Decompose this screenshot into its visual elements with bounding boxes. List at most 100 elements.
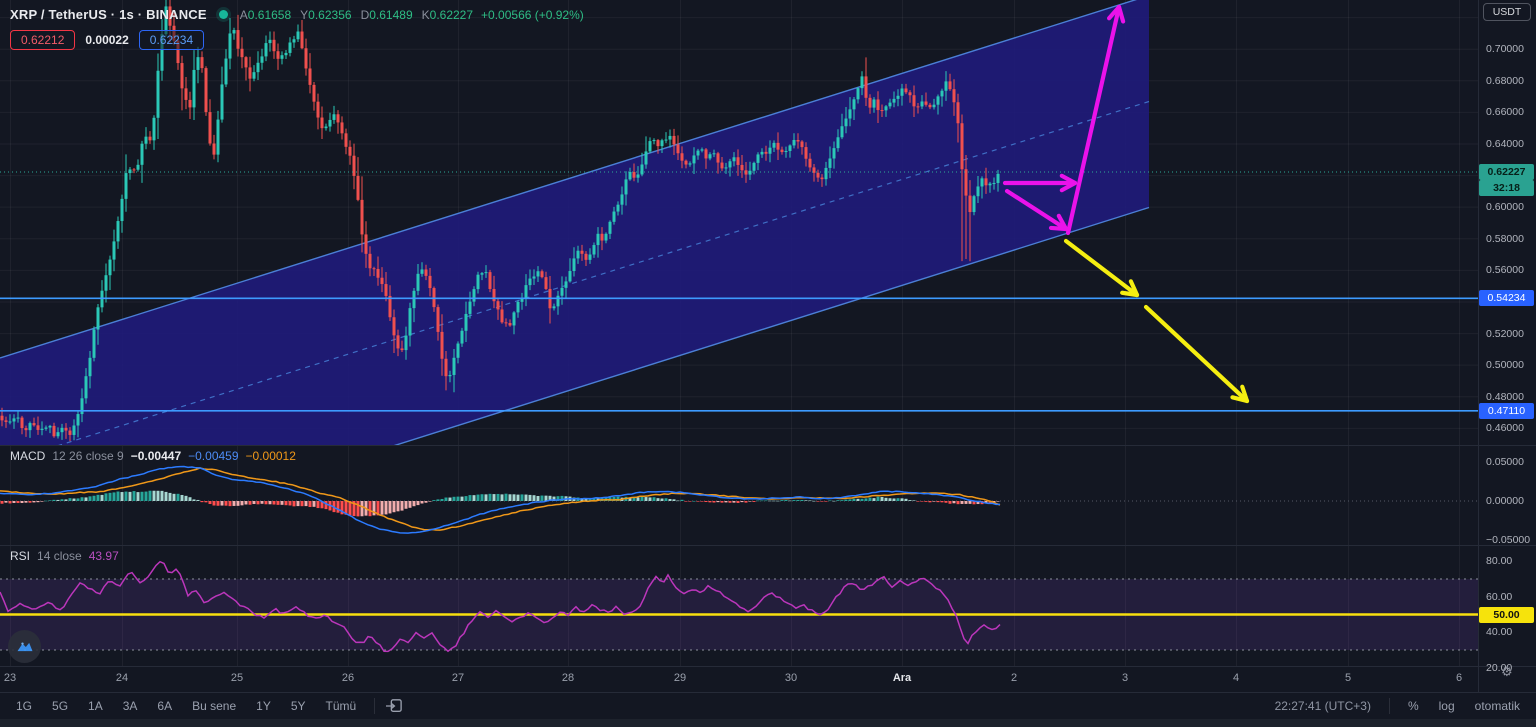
- range-button-3a[interactable]: 3A: [122, 699, 138, 713]
- currency-toggle-button[interactable]: USDT: [1483, 3, 1531, 21]
- ohlc-item: K0.62227: [422, 8, 473, 22]
- percent-scale-button[interactable]: %: [1407, 699, 1419, 713]
- time-tick-25[interactable]: 25: [230, 672, 244, 684]
- price-tick: 0.52000: [1486, 327, 1524, 340]
- rsi-pane[interactable]: [0, 545, 1478, 666]
- auto-scale-button[interactable]: otomatik: [1474, 699, 1520, 713]
- arrow-drawing[interactable]: [1065, 4, 1126, 236]
- macd-histogram: [0, 490, 1000, 517]
- level-price-badge[interactable]: 0.47110: [1479, 402, 1534, 419]
- macd-tick: 0.00000: [1486, 495, 1524, 507]
- range-button-5g[interactable]: 5G: [52, 699, 69, 713]
- macd-params: 12 26 close 9: [52, 449, 124, 463]
- range-button-1g[interactable]: 1G: [16, 699, 33, 713]
- bar-countdown-badge[interactable]: 32:18: [1479, 180, 1534, 196]
- macd-signal-value: −0.00012: [245, 449, 296, 463]
- toolbar-right: 22:27:41 (UTC+3) % log otomatik: [1267, 697, 1528, 715]
- clock[interactable]: 22:27:41 (UTC+3): [1274, 699, 1371, 713]
- price-tick: 0.58000: [1486, 232, 1524, 245]
- time-tick-5[interactable]: 5: [1344, 672, 1352, 684]
- arrow-drawing[interactable]: [1002, 173, 1078, 193]
- last-price-badge[interactable]: 0.62227: [1479, 164, 1534, 180]
- range-button-6a[interactable]: 6A: [157, 699, 173, 713]
- toolbar-divider: [374, 698, 376, 714]
- go-to-date-icon[interactable]: [385, 698, 403, 714]
- price-axis-border: [1478, 0, 1479, 719]
- axis-settings-gear-icon[interactable]: ⚙: [1501, 664, 1513, 679]
- range-buttons: 1G 5G 1A 3A 6A Bu sene 1Y 5Y Tümü: [8, 697, 403, 715]
- pane-separator[interactable]: [0, 445, 1536, 446]
- time-tick-2[interactable]: 2: [1010, 672, 1018, 684]
- rsi-tick: 80.00: [1486, 555, 1513, 568]
- range-button-tümü[interactable]: Tümü: [325, 699, 357, 713]
- rsi-name: RSI: [10, 549, 31, 563]
- price-tick: 0.64000: [1486, 137, 1524, 150]
- price-tick: 0.68000: [1486, 74, 1524, 87]
- time-tick-23[interactable]: 23: [3, 672, 17, 684]
- price-tick: 0.50000: [1486, 359, 1524, 372]
- parallel-channel-drawing[interactable]: [0, 0, 1150, 445]
- bottom-strip: [0, 719, 1536, 727]
- rsi-line: [0, 560, 1001, 653]
- macd-line: [0, 465, 1000, 534]
- toolbar-separator: [0, 692, 1536, 693]
- range-button-1a[interactable]: 1A: [88, 699, 103, 713]
- price-tick: 0.46000: [1486, 422, 1524, 435]
- arrow-drawing[interactable]: [1063, 238, 1140, 298]
- macd-header[interactable]: MACD 12 26 close 9 −0.00447 −0.00459 −0.…: [10, 449, 296, 463]
- macd-line-value: −0.00459: [188, 449, 239, 463]
- price-tick: 0.70000: [1486, 43, 1524, 56]
- range-button-5y[interactable]: 5Y: [290, 699, 306, 713]
- bottom-toolbar: 1G 5G 1A 3A 6A Bu sene 1Y 5Y Tümü 22:27:41 (UTC+…: [0, 693, 1536, 719]
- ohlc-value: 0.62227: [429, 7, 474, 22]
- pane-separator[interactable]: [0, 545, 1536, 546]
- range-button-bu-sene[interactable]: Bu sene: [192, 699, 237, 713]
- rsi-mid-badge[interactable]: 50.00: [1479, 606, 1534, 623]
- price-tick: 0.56000: [1486, 264, 1524, 277]
- macd-tick: 0.05000: [1486, 456, 1524, 468]
- ohlc-value: 0.62356: [308, 7, 352, 22]
- time-tick-26[interactable]: 26: [341, 672, 355, 684]
- price-axis[interactable]: USDT 0.720000.700000.680000.660000.64000…: [1479, 0, 1536, 719]
- range-button-1y[interactable]: 1Y: [256, 699, 271, 713]
- ohlc-item: D0.61489: [361, 8, 413, 22]
- level-price-badge[interactable]: 0.54234: [1479, 290, 1534, 307]
- symbol-header: XRP / TetherUS · 1s · BINANCE A0.61658 Y0…: [10, 7, 584, 22]
- mountain-icon: [17, 642, 32, 651]
- arrow-drawing[interactable]: [1143, 304, 1250, 404]
- ohlc-key: D: [360, 7, 370, 22]
- sell-price-button[interactable]: 0.62212: [10, 30, 76, 50]
- macd-tick: −0.05000: [1486, 534, 1531, 546]
- time-tick-29[interactable]: 29: [673, 672, 687, 684]
- rsi-tick: 60.00: [1486, 590, 1513, 603]
- log-scale-button[interactable]: log: [1438, 699, 1455, 713]
- macd-name: MACD: [10, 449, 46, 463]
- price-pane[interactable]: [0, 0, 1478, 445]
- price-tick: 0.66000: [1486, 106, 1524, 119]
- time-tick-6[interactable]: 6: [1455, 672, 1463, 684]
- market-open-dot: [218, 10, 228, 19]
- time-tick-Ara[interactable]: Ara: [892, 672, 912, 684]
- toolbar-divider: [1388, 698, 1390, 714]
- macd-pane[interactable]: [0, 445, 1478, 545]
- time-tick-28[interactable]: 28: [561, 672, 575, 684]
- rsi-tick: 20.00: [1486, 661, 1513, 674]
- candlesticks: [0, 0, 1000, 442]
- time-tick-27[interactable]: 27: [451, 672, 465, 684]
- ohlc-value: 0.61658: [247, 7, 292, 22]
- spread-value: 0.00022: [85, 33, 129, 47]
- arrow-drawing[interactable]: [1004, 188, 1069, 232]
- time-axis-separator: [0, 666, 1536, 667]
- buy-price-button[interactable]: 0.62234: [138, 30, 205, 50]
- time-tick-3[interactable]: 3: [1121, 672, 1129, 684]
- quote-row: 0.62212 0.00022 0.62234: [10, 30, 205, 50]
- ohlc-values: A0.61658 Y0.62356 D0.61489 K0.62227: [240, 8, 473, 22]
- time-axis[interactable]: 23 24 25 26 27 28 29 30 Ara 2 3 4 5 6: [0, 666, 1478, 692]
- time-tick-4[interactable]: 4: [1232, 672, 1240, 684]
- rsi-value: 43.97: [88, 549, 119, 563]
- rsi-header[interactable]: RSI 14 close 43.97: [10, 549, 119, 563]
- symbol-title[interactable]: XRP / TetherUS · 1s · BINANCE: [10, 7, 207, 22]
- time-tick-24[interactable]: 24: [115, 672, 129, 684]
- time-tick-30[interactable]: 30: [784, 672, 798, 684]
